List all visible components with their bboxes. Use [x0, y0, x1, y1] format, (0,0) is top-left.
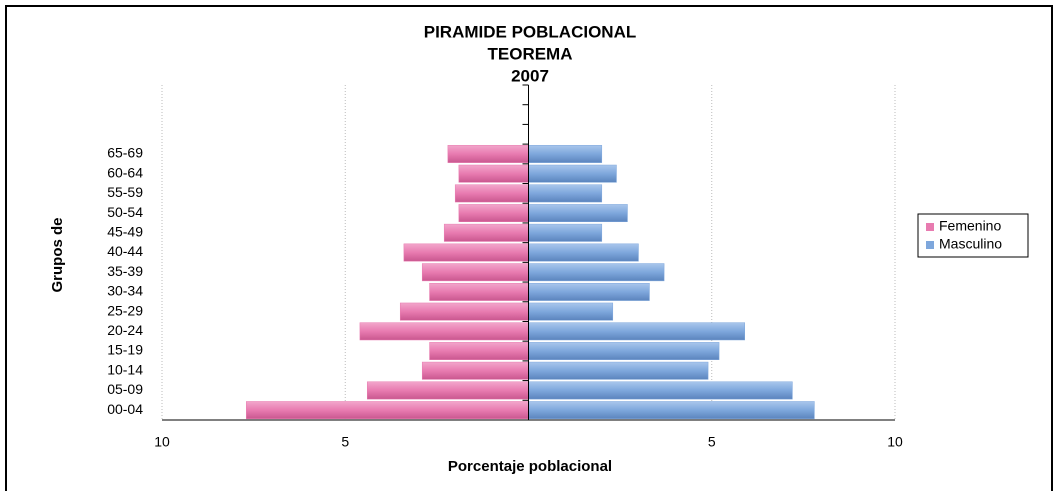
bar	[528, 164, 617, 183]
legend-swatch	[926, 241, 934, 249]
bar	[528, 302, 614, 321]
y-tick-label: 20-24	[107, 322, 143, 338]
bar	[528, 401, 815, 420]
y-tick-label: 55-59	[107, 184, 143, 200]
bar	[528, 342, 720, 360]
bar	[454, 184, 529, 203]
bar	[528, 243, 639, 262]
y-axis-title: Grupos de	[49, 217, 66, 292]
bar	[528, 361, 709, 380]
y-tick-label: 65-69	[107, 145, 143, 161]
y-tick-label: 10-14	[107, 361, 143, 377]
legend-label: Femenino	[939, 218, 1001, 234]
y-tick-label: 40-44	[107, 243, 143, 259]
x-tick-label: 10	[154, 434, 170, 450]
bar	[429, 342, 529, 360]
bar	[399, 302, 529, 321]
y-tick-label: 45-49	[107, 223, 143, 239]
bar	[246, 401, 529, 420]
y-tick-label: 00-04	[107, 401, 143, 417]
bar	[528, 223, 603, 242]
y-tick-label: 35-39	[107, 263, 143, 279]
x-axis-title: Porcentaje poblacional	[448, 458, 612, 475]
bar	[458, 164, 529, 183]
frame	[5, 5, 1053, 491]
bar	[359, 322, 529, 341]
bar	[528, 263, 665, 282]
bar	[528, 145, 603, 163]
bar	[528, 184, 603, 203]
legend	[917, 213, 1029, 258]
chart-title: PIRAMIDE POBLACIONAL	[424, 22, 637, 41]
y-tick-label: 30-34	[107, 283, 143, 299]
bar	[447, 145, 529, 163]
y-tick-label: 50-54	[107, 204, 143, 220]
bar	[528, 282, 650, 301]
chart-title: TEOREMA	[488, 44, 573, 63]
x-tick-label: 5	[708, 434, 716, 450]
bar	[528, 381, 793, 400]
bar	[528, 204, 628, 223]
legend-label: Masculino	[939, 236, 1002, 252]
bar	[429, 282, 529, 301]
bar	[528, 322, 745, 341]
bar	[421, 361, 529, 380]
y-tick-label: 60-64	[107, 164, 143, 180]
legend-swatch	[926, 223, 934, 231]
y-tick-label: 15-19	[107, 342, 143, 358]
bar	[421, 263, 529, 282]
chart-title: 2007	[511, 66, 549, 85]
bar	[443, 223, 529, 242]
y-tick-label: 05-09	[107, 381, 143, 397]
bar	[366, 381, 529, 400]
bar	[458, 204, 529, 223]
y-tick-label: 25-29	[107, 302, 143, 318]
x-tick-label: 10	[887, 434, 903, 450]
x-tick-label: 5	[341, 434, 349, 450]
bar	[403, 243, 529, 262]
